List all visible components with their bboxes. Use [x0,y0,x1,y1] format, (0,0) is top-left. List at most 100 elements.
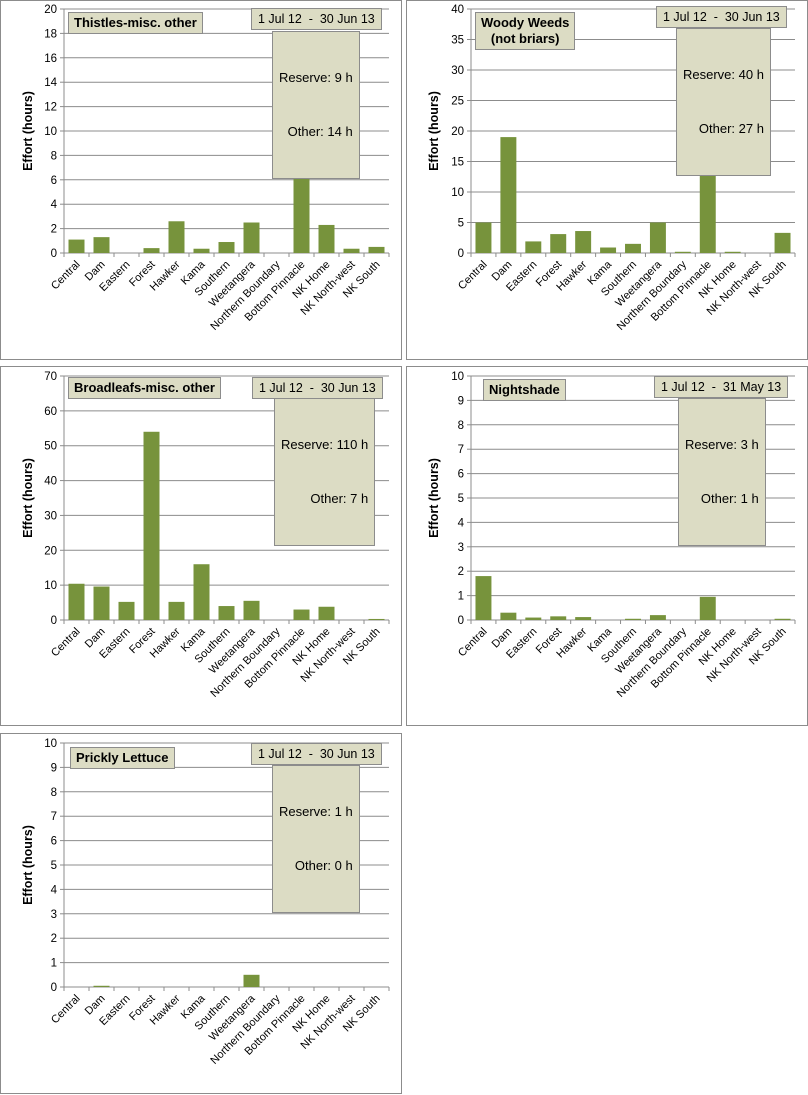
y-tick-label: 9 [458,395,464,407]
bar [699,596,716,620]
effort-summary: Reserve: 3 h Other: 1 h [678,398,766,546]
bar [724,251,741,253]
y-tick-label: 0 [458,248,464,260]
bar [318,606,335,620]
y-tick-label: 10 [44,126,57,138]
date-range: 1 Jul 12 - 31 May 13 [654,376,789,398]
date-range: 1 Jul 12 - 30 Jun 13 [656,6,787,28]
y-tick-label: 15 [451,157,464,169]
y-tick-label: 9 [51,762,57,774]
other-effort: Other: 1 h [700,491,759,506]
y-tick-label: 20 [44,545,57,557]
chart-title: Thistles-misc. other [68,12,203,34]
y-tick-label: 8 [51,150,57,162]
y-tick-label: 30 [451,65,464,77]
y-tick-label: 10 [44,738,57,750]
bar [218,606,235,620]
bar [575,617,592,620]
y-tick-label: 2 [51,224,57,236]
y-tick-label: 8 [458,420,464,432]
chart-title: Nightshade [483,379,566,401]
bar [525,617,542,620]
other-effort: Other: 0 h [294,858,353,873]
effort-summary: Reserve: 9 h Other: 14 h [272,31,360,179]
reserve-effort: Reserve: 110 h [281,437,369,452]
effort-summary: Reserve: 40 h Other: 27 h [676,28,771,176]
bar [368,618,385,620]
y-tick-label: 3 [51,909,57,921]
y-tick-label: 30 [44,510,57,522]
bar [193,564,210,620]
reserve-effort: Reserve: 9 h [279,70,353,85]
bar [525,241,542,253]
bar [243,974,260,987]
y-axis-label: Effort (hours) [21,458,35,538]
y-tick-label: 6 [51,175,57,187]
other-effort: Other: 7 h [310,491,369,506]
bar [193,248,210,253]
bar [318,224,335,253]
chart-panel-woody-weeds: 0 5 10 15 20 25 30 35 40 Effort (hours) Central Dam… [406,0,808,360]
bar [93,985,110,987]
y-tick-label: 1 [458,591,464,603]
bar [218,242,235,253]
y-tick-label: 0 [51,982,57,994]
y-tick-label: 5 [51,860,57,872]
reserve-effort: Reserve: 3 h [685,437,759,452]
bar [625,243,641,253]
x-tick-label: Central [456,259,490,293]
other-effort: Other: 27 h [698,121,764,136]
y-tick-label: 2 [458,566,464,578]
y-axis-label: Effort (hours) [21,91,35,171]
bar [649,615,666,620]
y-tick-label: 6 [458,469,464,481]
y-tick-label: 16 [44,53,57,65]
date-range: 1 Jul 12 - 30 Jun 13 [252,377,383,399]
y-tick-label: 6 [51,836,57,848]
bar [625,618,641,620]
y-tick-label: 25 [451,96,464,108]
bar [475,222,492,253]
chart-title: Prickly Lettuce [70,747,175,769]
bar [118,601,135,620]
x-tick-label: Central [49,259,83,293]
y-tick-label: 5 [458,218,464,230]
y-tick-label: 40 [44,476,57,488]
y-tick-label: 12 [44,102,57,114]
bar [368,246,385,253]
bar [575,231,592,253]
bar [143,431,160,620]
x-tick-label: Central [49,993,83,1027]
y-tick-label: 40 [451,4,464,16]
y-tick-label: 5 [458,493,464,505]
y-tick-label: 0 [51,615,57,627]
bar [293,609,310,620]
bar [68,239,85,253]
chart-panel-broadleafs: 0 10 20 30 40 50 60 70 Effort (hours) Central Dam E… [0,366,402,726]
bar [243,222,260,253]
bar [649,222,666,253]
bar [674,251,691,253]
x-tick-label: Central [456,626,490,660]
date-range: 1 Jul 12 - 30 Jun 13 [251,8,382,30]
reserve-effort: Reserve: 1 h [279,804,353,819]
y-tick-label: 4 [51,884,58,896]
reserve-effort: Reserve: 40 h [683,67,764,82]
bar [774,618,791,620]
chart-panel-thistles: 0 2 4 6 8 10 12 14 16 18 20 Effort (hours) Central Da… [0,0,402,360]
bar [550,616,567,620]
y-tick-label: 4 [51,199,58,211]
bar [500,137,517,253]
bar [343,248,360,253]
bar [500,612,517,620]
y-tick-label: 8 [51,787,57,799]
y-tick-label: 7 [51,811,57,823]
x-tick-label: Central [49,626,83,660]
y-axis-label: Effort (hours) [427,91,441,171]
chart-title: Woody Weeds (not briars) [475,12,576,50]
bar [475,576,492,620]
bar [243,600,260,620]
